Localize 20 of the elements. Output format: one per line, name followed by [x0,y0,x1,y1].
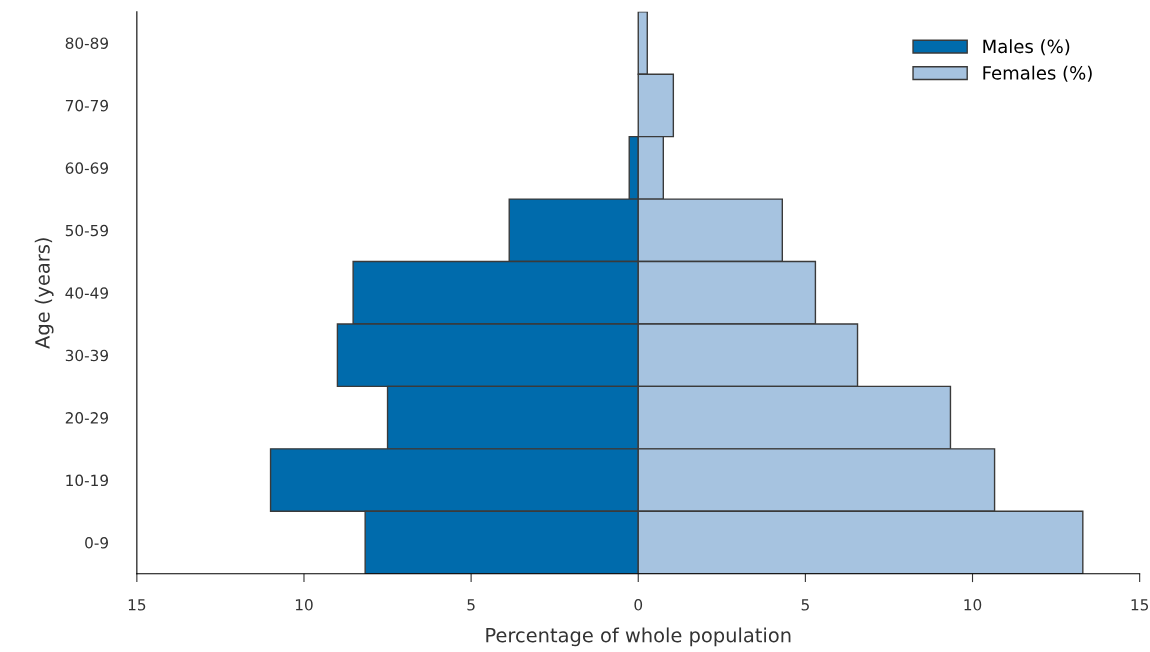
y-tick-label: 50-59 [65,224,108,237]
y-tick-label: 40-49 [65,287,108,299]
y-axis-title: Age (years) [34,238,54,349]
x-tick-label: 10 [295,599,313,611]
y-tick-label: 70-79 [65,99,108,112]
x-tick-label: 5 [801,599,809,611]
x-tick-label: 5 [467,599,475,611]
y-tick-label: 20-29 [65,412,108,424]
y-tick-label: 60-69 [65,162,108,174]
y-tick-label: 10-19 [66,474,108,487]
x-tick-label: 15 [1131,599,1149,611]
legend-label: Females (%) [983,65,1092,82]
legend-label: Males (%) [983,39,1070,56]
y-tick-label: 0-9 [85,537,108,549]
x-tick-label: 10 [964,599,982,611]
x-axis-title: Percentage of whole population [486,627,791,647]
x-tick-label: 15 [128,599,146,611]
x-tick-label: 0 [634,599,643,611]
y-tick-label: 30-39 [65,349,108,362]
y-tick-label: 80-89 [65,37,108,49]
